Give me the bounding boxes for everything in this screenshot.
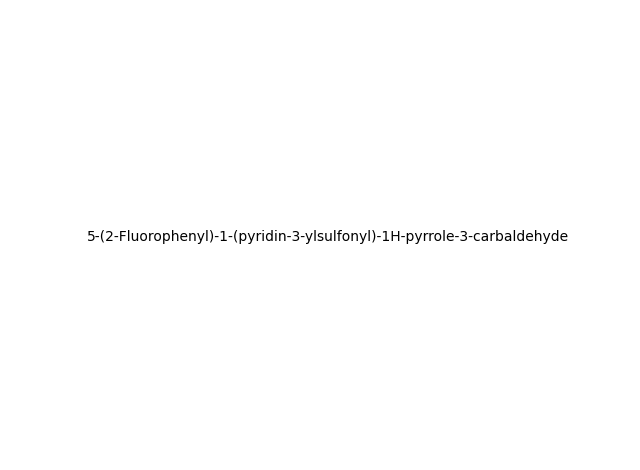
Text: 5-(2-Fluorophenyl)-1-(pyridin-3-ylsulfonyl)-1H-pyrrole-3-carbaldehyde: 5-(2-Fluorophenyl)-1-(pyridin-3-ylsulfon… [87,230,569,244]
